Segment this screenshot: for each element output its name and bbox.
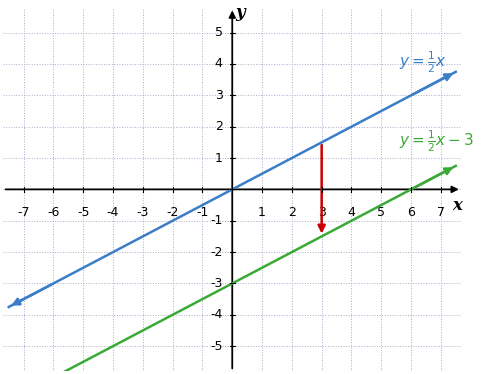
Text: 1: 1 [215, 151, 223, 165]
Text: -5: -5 [210, 340, 223, 353]
Text: 5: 5 [377, 206, 385, 219]
Text: -1: -1 [210, 214, 223, 227]
Text: y: y [236, 4, 245, 21]
Text: 6: 6 [407, 206, 415, 219]
Text: -3: -3 [210, 277, 223, 290]
Text: 1: 1 [258, 206, 266, 219]
Text: $y = \frac{1}{2}x$: $y = \frac{1}{2}x$ [399, 50, 447, 75]
Text: -2: -2 [210, 246, 223, 258]
Text: -2: -2 [166, 206, 179, 219]
Text: -4: -4 [107, 206, 119, 219]
Text: x: x [452, 197, 462, 214]
Text: -5: -5 [77, 206, 89, 219]
Text: -3: -3 [137, 206, 149, 219]
Text: 2: 2 [215, 120, 223, 133]
Text: 4: 4 [347, 206, 355, 219]
Text: 3: 3 [215, 89, 223, 102]
Text: 4: 4 [215, 58, 223, 70]
Text: -4: -4 [210, 308, 223, 321]
Text: 2: 2 [288, 206, 296, 219]
Text: $y = \frac{1}{2}x - 3$: $y = \frac{1}{2}x - 3$ [399, 128, 474, 154]
Text: 5: 5 [215, 26, 223, 39]
Text: -1: -1 [196, 206, 209, 219]
Text: 3: 3 [318, 206, 325, 219]
Text: 7: 7 [437, 206, 445, 219]
Text: -7: -7 [18, 206, 30, 219]
Text: -6: -6 [47, 206, 60, 219]
